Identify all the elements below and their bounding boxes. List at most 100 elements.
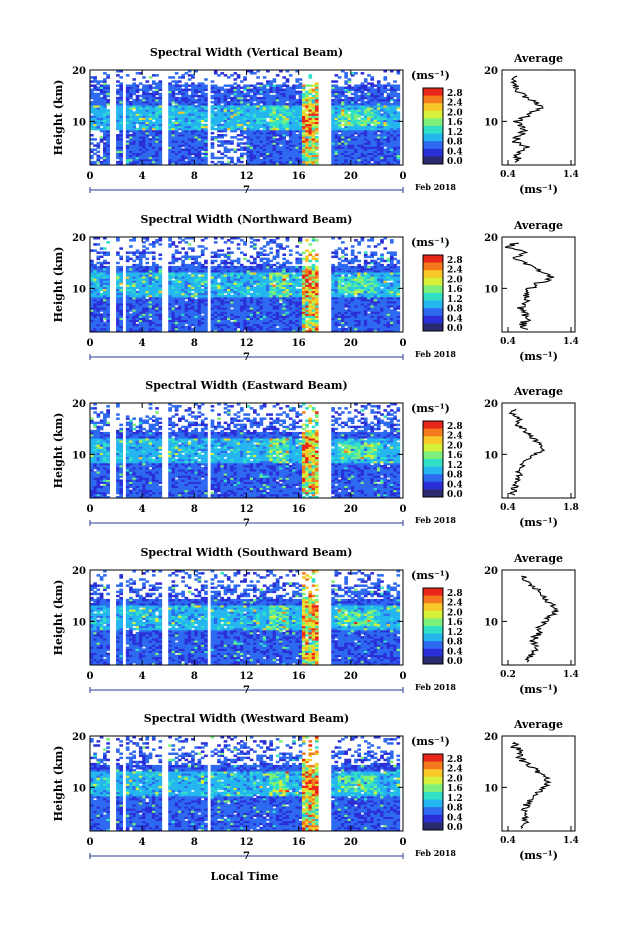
- heatmap-cell: [247, 260, 251, 262]
- heatmap-cell: [126, 84, 130, 86]
- heatmap-cell: [387, 93, 391, 95]
- heatmap-cell: [331, 99, 335, 101]
- colorbar-segment: [423, 96, 443, 104]
- heatmap-cell: [211, 101, 215, 103]
- heatmap-cell: [263, 249, 267, 251]
- heatmap-cell: [312, 89, 316, 91]
- heatmap-cell: [90, 115, 94, 117]
- heatmap-cell: [256, 97, 260, 99]
- heatmap-cell: [155, 97, 159, 99]
- heatmap-cell: [100, 157, 104, 159]
- heatmap-cell: [201, 124, 205, 126]
- heatmap-cell: [286, 140, 290, 142]
- heatmap-cell: [393, 80, 397, 82]
- heatmap-cell: [103, 247, 107, 249]
- heatmap-cell: [93, 264, 97, 266]
- heatmap-cell: [243, 76, 247, 78]
- heatmap-cell: [341, 87, 345, 89]
- panel-2: Spectral Width (Northward Beam)2010Heigh…: [52, 213, 579, 363]
- heatmap-cell: [178, 241, 182, 243]
- heatmap-cell: [97, 142, 101, 144]
- heatmap-cell: [100, 84, 104, 86]
- heatmap-cell: [188, 256, 192, 258]
- heatmap-cell: [198, 256, 202, 258]
- heatmap-cell: [136, 264, 140, 266]
- heatmap-cell: [201, 315, 205, 317]
- heatmap-cell: [97, 151, 101, 153]
- heatmap-cell: [194, 266, 198, 268]
- colorbar-segment: [423, 103, 443, 111]
- heatmap-cell: [132, 260, 136, 262]
- heatmap-cell: [194, 256, 198, 258]
- heatmap-cell: [230, 136, 234, 138]
- colorbar-segment: [423, 118, 443, 126]
- heatmap-cell: [308, 84, 312, 86]
- heatmap-cell: [364, 101, 368, 103]
- heatmap-cell: [181, 256, 185, 258]
- colorbar-segment: [423, 134, 443, 142]
- heatmap-cell: [224, 134, 228, 136]
- heatmap-cell: [361, 82, 365, 84]
- heatmap-cell: [100, 293, 104, 295]
- heatmap-cell: [132, 78, 136, 80]
- heatmap-cell: [256, 87, 260, 89]
- date-label: Feb 2018: [415, 182, 456, 192]
- colorbar-segment: [423, 149, 443, 157]
- heatmap-cell: [191, 82, 195, 84]
- heatmap-cell: [217, 140, 221, 142]
- heatmap-cell: [214, 241, 218, 243]
- heatmap-cell: [217, 134, 221, 136]
- heatmap-cell: [185, 301, 189, 303]
- heatmap-cell: [198, 262, 202, 264]
- heatmap-cell: [178, 266, 182, 268]
- heatmap-cell: [367, 74, 371, 76]
- heatmap-cell: [145, 251, 149, 253]
- heatmap-cell: [344, 87, 348, 89]
- heatmap-cell: [139, 82, 143, 84]
- heatmap-cell: [250, 241, 254, 243]
- heatmap-cell: [145, 262, 149, 264]
- heatmap-cell: [181, 74, 185, 76]
- heatmap-cell: [338, 87, 342, 89]
- heatmap-cell: [198, 95, 202, 97]
- heatmap-cell: [149, 266, 153, 268]
- heatmap-cell: [93, 161, 97, 163]
- heatmap-cell: [172, 280, 176, 282]
- heatmap-cell: [185, 326, 189, 328]
- heatmap-cell: [370, 126, 374, 128]
- heatmap-cell: [172, 254, 176, 256]
- heatmap-cell: [357, 95, 361, 97]
- heatmap-cell: [240, 146, 244, 148]
- heatmap-cell: [220, 260, 224, 262]
- heatmap-cell: [136, 95, 140, 97]
- heatmap-cell: [129, 313, 133, 315]
- heatmap-cell: [263, 254, 267, 256]
- heatmap-cell: [185, 241, 189, 243]
- heatmap-cell: [393, 84, 397, 86]
- heatmap-cell: [364, 78, 368, 80]
- heatmap-cell: [201, 239, 205, 241]
- heatmap-cell: [302, 93, 306, 95]
- heatmap-cell: [250, 256, 254, 258]
- heatmap-cell: [387, 82, 391, 84]
- heatmap-cell: [119, 76, 123, 78]
- heatmap-cell: [139, 251, 143, 253]
- heatmap-cell: [286, 78, 290, 80]
- heatmap-cell: [181, 247, 185, 249]
- heatmap-cell: [289, 87, 293, 89]
- heatmap-cell: [220, 157, 224, 159]
- heatmap-cell: [97, 256, 101, 258]
- heatmap-cell: [132, 264, 136, 266]
- heatmap-cell: [351, 93, 355, 95]
- average-frame: [502, 70, 575, 165]
- heatmap-cell: [227, 161, 231, 163]
- heatmap-cell: [243, 258, 247, 260]
- spectral-width-figure: Spectral Width (Vertical Beam)2010Height…: [0, 0, 621, 929]
- heatmap-cell: [201, 157, 205, 159]
- heatmap-cell: [172, 80, 176, 82]
- heatmap-cell: [116, 80, 120, 82]
- x-tick-label: 12: [240, 171, 254, 182]
- heatmap-cell: [367, 87, 371, 89]
- heatmap-cell: [90, 134, 94, 136]
- heatmap-cell: [90, 89, 94, 91]
